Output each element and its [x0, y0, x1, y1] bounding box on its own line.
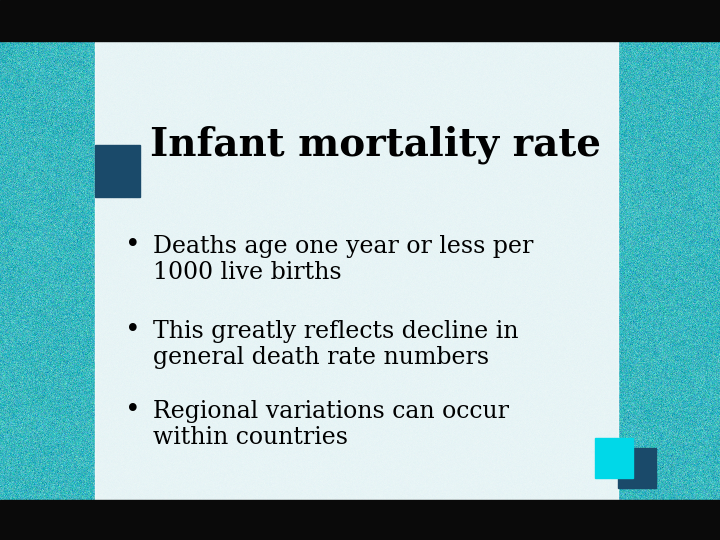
Text: Regional variations can occur: Regional variations can occur	[153, 400, 509, 423]
Text: within countries: within countries	[153, 426, 348, 449]
Text: •: •	[125, 397, 141, 423]
Bar	[618, 448, 656, 488]
Bar	[595, 438, 633, 478]
Bar	[95, 38, 618, 502]
Text: Infant mortality rate: Infant mortality rate	[150, 126, 601, 164]
Bar	[0, 500, 720, 540]
Text: This greatly reflects decline in: This greatly reflects decline in	[153, 320, 518, 343]
Text: general death rate numbers: general death rate numbers	[153, 346, 489, 369]
Text: Deaths age one year or less per: Deaths age one year or less per	[153, 235, 534, 258]
Text: 1000 live births: 1000 live births	[153, 261, 341, 284]
Bar	[95, 145, 140, 197]
Text: •: •	[125, 232, 141, 258]
Text: •: •	[125, 317, 141, 343]
Bar	[0, 0, 720, 40]
